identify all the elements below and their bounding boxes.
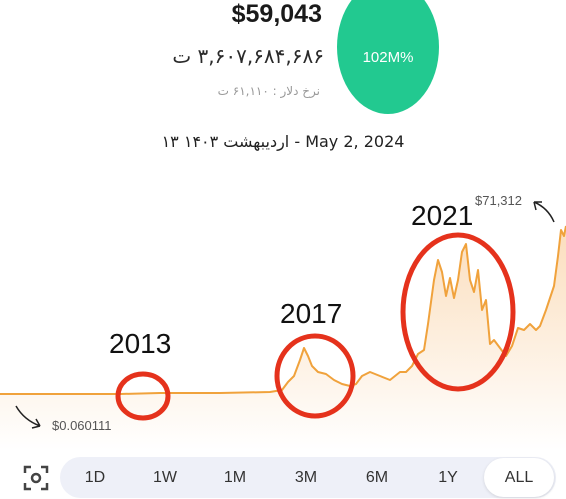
range-1m-button[interactable]: 1M bbox=[223, 468, 247, 486]
time-range-selector: 1D 1W 1M 3M 6M 1Y ALL bbox=[60, 457, 556, 498]
year-label-2017: 2017 bbox=[280, 298, 342, 329]
price-area bbox=[0, 226, 566, 450]
year-label-2013: 2013 bbox=[109, 328, 171, 359]
highlight-2017 bbox=[274, 333, 356, 419]
highlight-2013 bbox=[115, 371, 171, 421]
price-toman: ۳,۶۰۷,۶۸۴,۶۸۶ ت bbox=[172, 44, 324, 68]
price-chart: $71,312 $0.060111 2013 2017 2021 bbox=[0, 193, 566, 450]
highlight-2021 bbox=[400, 232, 516, 392]
change-percent: 102M% bbox=[362, 48, 414, 66]
min-price-label: $0.060111 bbox=[52, 418, 112, 433]
range-1d-button[interactable]: 1D bbox=[84, 468, 106, 486]
max-arrow-icon bbox=[533, 201, 555, 223]
min-arrow-icon bbox=[15, 405, 41, 429]
range-3m-button[interactable]: 3M bbox=[294, 468, 318, 486]
dollar-rate: نرخ دلار : ۶۱,۱۱۰ ت bbox=[217, 84, 320, 98]
range-1y-button[interactable]: 1Y bbox=[438, 468, 458, 486]
range-all-button[interactable]: ALL bbox=[484, 458, 554, 497]
date-label: ۱۳ اردیبهشت ۱۴۰۳ - May 2, 2024 bbox=[161, 132, 405, 151]
focus-target-icon[interactable] bbox=[22, 464, 50, 492]
range-1w-button[interactable]: 1W bbox=[153, 468, 177, 486]
price-usd: $59,043 bbox=[231, 0, 322, 28]
max-price-label: $71,312 bbox=[475, 193, 522, 208]
year-label-2021: 2021 bbox=[411, 200, 473, 231]
range-6m-button[interactable]: 6M bbox=[365, 468, 389, 486]
change-badge: 102M% bbox=[337, 0, 439, 114]
price-line bbox=[0, 225, 566, 395]
